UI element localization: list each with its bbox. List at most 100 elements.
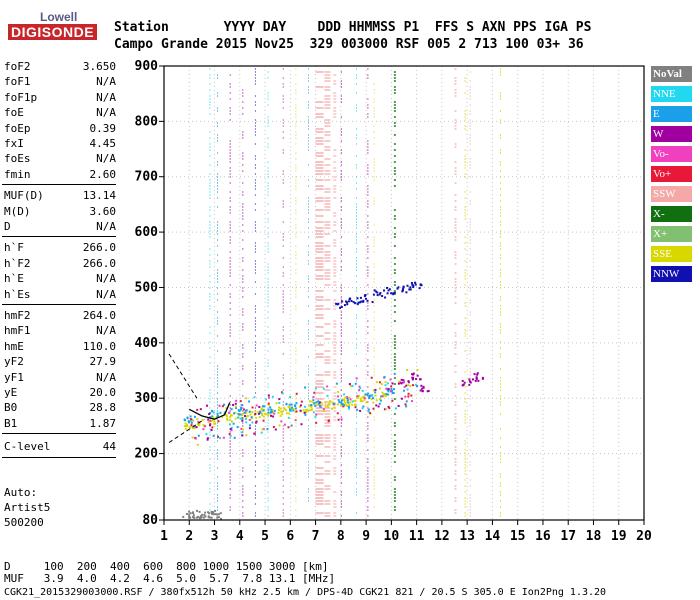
interference-dot (217, 206, 219, 208)
echo-point (288, 406, 291, 409)
echo-point (193, 415, 196, 418)
echo-point (305, 411, 308, 414)
interference-dot (500, 329, 501, 331)
echo-point (405, 291, 408, 294)
interference-dot (242, 230, 244, 232)
interference-dot (393, 299, 396, 301)
interference-dot (295, 461, 297, 463)
interference-dot (373, 158, 375, 160)
interference-dot (267, 137, 269, 139)
interference-dot (340, 470, 342, 472)
interference-dot (267, 248, 269, 250)
interference-dot (500, 263, 501, 265)
interference-dot (229, 407, 231, 409)
interference-dot (333, 110, 337, 112)
interference-dot (340, 347, 342, 349)
interference-dot (393, 359, 396, 361)
interference-dot (324, 164, 331, 166)
interference-dot (267, 407, 269, 409)
interference-dot (324, 473, 331, 475)
interference-dot (469, 497, 471, 499)
interference-dot (356, 443, 357, 445)
interference-dot (373, 302, 375, 304)
echo-point (182, 515, 185, 518)
echo-point (390, 292, 393, 295)
interference-dot (454, 485, 457, 487)
echo-point (228, 423, 231, 426)
interference-dot (324, 173, 331, 175)
interference-dot (254, 326, 256, 328)
interference-dot (315, 227, 324, 229)
interference-dot (500, 506, 501, 508)
interference-dot (373, 398, 375, 400)
interference-dot (308, 116, 309, 118)
echo-point (410, 394, 413, 397)
interference-dot (333, 215, 337, 217)
interference-dot (373, 356, 375, 358)
echo-point (216, 412, 219, 415)
interference-dot (229, 227, 231, 229)
echo-point (230, 429, 233, 432)
interference-dot (333, 239, 337, 241)
interference-dot (295, 359, 297, 361)
interference-dot (242, 113, 244, 115)
echo-point (209, 516, 212, 519)
interference-dot (393, 143, 396, 145)
echo-point (294, 404, 297, 407)
interference-dot (308, 392, 309, 394)
echo-point (411, 283, 414, 286)
interference-dot (500, 347, 501, 349)
interference-dot (254, 221, 256, 223)
interference-dot (209, 104, 211, 106)
interference-dot (267, 365, 269, 367)
interference-dot (229, 173, 231, 175)
interference-dot (367, 74, 369, 76)
interference-dot (209, 95, 211, 97)
interference-dot (267, 71, 269, 73)
param-row: hmE 110.0 (4, 340, 116, 354)
interference-dot (242, 101, 244, 103)
interference-dot (242, 287, 244, 289)
interference-dot (464, 173, 466, 175)
x-tick-label: 6 (286, 529, 294, 544)
interference-dot (356, 344, 357, 346)
echo-point (237, 413, 240, 416)
interference-dot (324, 455, 331, 457)
interference-dot (356, 488, 357, 490)
interference-dot (464, 506, 466, 508)
interference-dot (340, 476, 342, 478)
echo-point (192, 427, 195, 430)
interference-dot (356, 347, 357, 349)
echo-point (402, 285, 405, 288)
echo-point (474, 379, 477, 382)
echo-point (304, 405, 307, 408)
interference-dot (340, 389, 342, 391)
echo-point (337, 395, 340, 398)
interference-dot (373, 437, 375, 439)
interference-dot (469, 221, 471, 223)
header-labels: Station YYYY DAY DDD HHMMSS P1 FFS S AXN… (114, 20, 592, 35)
interference-dot (229, 284, 231, 286)
interference-dot (324, 107, 331, 109)
echo-point (196, 408, 199, 411)
interference-dot (367, 320, 369, 322)
interference-dot (500, 182, 501, 184)
interference-dot (367, 500, 369, 502)
interference-dot (500, 152, 501, 154)
interference-dot (209, 146, 211, 148)
interference-dot (333, 323, 337, 325)
interference-dot (229, 473, 231, 475)
interference-dot (308, 122, 309, 124)
interference-dot (209, 299, 211, 301)
interference-dot (373, 116, 375, 118)
interference-dot (469, 503, 471, 505)
interference-dot (464, 275, 466, 277)
interference-dot (454, 122, 457, 124)
interference-dot (229, 155, 231, 157)
echo-point (346, 405, 349, 408)
interference-dot (333, 149, 337, 151)
interference-dot (229, 83, 231, 85)
interference-dot (373, 338, 375, 340)
param-row: C-level 44 (4, 440, 116, 454)
interference-dot (333, 443, 337, 445)
